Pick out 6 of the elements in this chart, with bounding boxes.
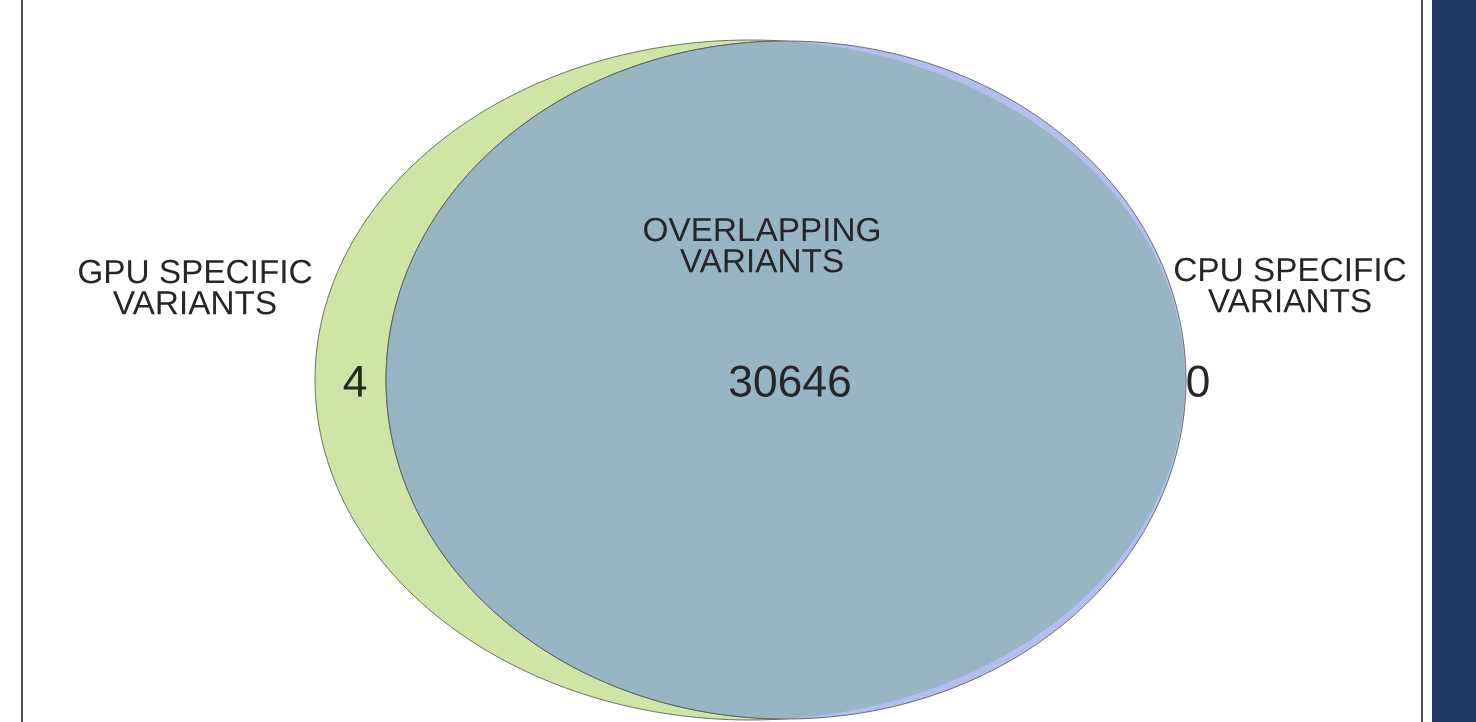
category-label: GPU SPECIFIC VARIANTS — [79, 259, 312, 315]
category-label: CPU SPECIFIC VARIANTS — [1175, 257, 1406, 313]
data-label: 30646 — [729, 365, 850, 397]
category-label: OVERLAPPING VARIANTS — [644, 217, 879, 273]
data-label: 4 — [343, 365, 367, 397]
data-label: 0 — [1187, 365, 1209, 397]
